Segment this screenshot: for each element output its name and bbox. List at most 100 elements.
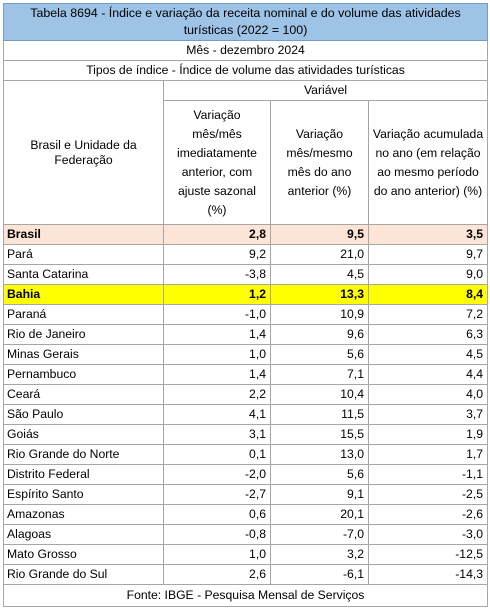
table-row: Bahia 1,2 13,3 8,4 [3, 284, 489, 305]
table-row: Espírito Santo -2,7 9,1 -2,5 [3, 484, 489, 505]
table-row: Pará 9,2 21,0 9,7 [3, 244, 489, 265]
table-row: Rio Grande do Norte 0,1 13,0 1,7 [3, 444, 489, 465]
ytd-cumulative-cell: 7,2 [367, 304, 489, 325]
table-row: Paraná -1,0 10,9 7,2 [3, 304, 489, 325]
table-body: Brasil 2,8 9,5 3,5 Pará 9,2 21,0 9,7 Santa Catar… [3, 224, 489, 585]
yoy-month-cell: 10,4 [270, 384, 369, 405]
ytd-cumulative-cell: 3,7 [367, 404, 489, 425]
table-row: Amazonas 0,6 20,1 -2,6 [3, 504, 489, 525]
table-row: Rio Grande do Sul 2,6 -6,1 -14,3 [3, 564, 489, 585]
ytd-cumulative-cell: -2,6 [367, 504, 489, 525]
state-name-cell: Brasil [3, 224, 164, 245]
ytd-cumulative-cell: 9,7 [367, 244, 489, 265]
yoy-month-cell: 9,6 [270, 324, 369, 345]
column-header-3: Variação acumulada no ano (em relação ao… [367, 100, 489, 225]
table-title: Tabela 8694 - Índice e variação da recei… [2, 3, 489, 41]
mom-seasonal-cell: 1,4 [163, 324, 271, 345]
mom-seasonal-cell: 1,0 [163, 544, 271, 565]
mom-seasonal-cell: -2,0 [163, 464, 271, 485]
mom-seasonal-cell: 2,2 [163, 384, 271, 405]
table-container: Tabela 8694 - Índice e variação da recei… [2, 3, 489, 607]
table-row: Santa Catarina -3,8 4,5 9,0 [3, 264, 489, 285]
ytd-cumulative-cell: -1,1 [367, 464, 489, 485]
mom-seasonal-cell: 0,1 [163, 444, 271, 465]
state-name-cell: Distrito Federal [3, 464, 164, 485]
ytd-cumulative-cell: -2,5 [367, 484, 489, 505]
ytd-cumulative-cell: 4,0 [367, 384, 489, 405]
yoy-month-cell: 3,2 [270, 544, 369, 565]
table-row: Distrito Federal -2,0 5,6 -1,1 [3, 464, 489, 485]
state-name-cell: São Paulo [3, 404, 164, 425]
state-name-cell: Ceará [3, 384, 164, 405]
month-row: Mês - dezembro 2024 [2, 40, 489, 61]
column-header-1: Variação mês/mês imediatamente anterior,… [163, 100, 271, 225]
ytd-cumulative-cell: 1,9 [367, 424, 489, 445]
table-row: Pernambuco 1,4 7,1 4,4 [3, 364, 489, 385]
state-name-cell: Mato Grosso [3, 544, 164, 565]
yoy-month-cell: 7,1 [270, 364, 369, 385]
column-header-2: Variação mês/mesmo mês do ano anterior (… [270, 100, 369, 225]
mom-seasonal-cell: 2,8 [163, 224, 271, 245]
yoy-month-cell: 5,6 [270, 344, 369, 365]
mom-seasonal-cell: 9,2 [163, 244, 271, 265]
yoy-month-cell: 5,6 [270, 464, 369, 485]
state-name-cell: Rio Grande do Sul [3, 564, 164, 585]
ytd-cumulative-cell: 9,0 [367, 264, 489, 285]
title-row: Tabela 8694 - Índice e variação da recei… [2, 3, 489, 41]
data-table: Tabela 8694 - Índice e variação da recei… [2, 3, 489, 607]
state-name-cell: Goiás [3, 424, 164, 445]
yoy-month-cell: 20,1 [270, 504, 369, 525]
yoy-month-cell: 10,9 [270, 304, 369, 325]
state-name-cell: Alagoas [3, 524, 164, 545]
table-row: Rio de Janeiro 1,4 9,6 6,3 [3, 324, 489, 345]
yoy-month-cell: 21,0 [270, 244, 369, 265]
state-name-cell: Pernambuco [3, 364, 164, 385]
state-name-cell: Bahia [3, 284, 164, 305]
table-row: São Paulo 4,1 11,5 3,7 [3, 404, 489, 425]
ytd-cumulative-cell: 4,5 [367, 344, 489, 365]
state-name-cell: Rio de Janeiro [3, 324, 164, 345]
table-row: Alagoas -0,8 -7,0 -3,0 [3, 524, 489, 545]
ytd-cumulative-cell: 3,5 [367, 224, 489, 245]
state-name-cell: Minas Gerais [3, 344, 164, 365]
ytd-cumulative-cell: 1,7 [367, 444, 489, 465]
mom-seasonal-cell: 1,4 [163, 364, 271, 385]
table-row: Ceará 2,2 10,4 4,0 [3, 384, 489, 405]
mom-seasonal-cell: -1,0 [163, 304, 271, 325]
index-type-row: Tipos de índice - Índice de volume das a… [2, 60, 489, 81]
yoy-month-cell: -6,1 [270, 564, 369, 585]
state-name-cell: Rio Grande do Norte [3, 444, 164, 465]
mom-seasonal-cell: -0,8 [163, 524, 271, 545]
ytd-cumulative-cell: -12,5 [367, 544, 489, 565]
table-row: Goiás 3,1 15,5 1,9 [3, 424, 489, 445]
ytd-cumulative-cell: 6,3 [367, 324, 489, 345]
state-name-cell: Amazonas [3, 504, 164, 525]
mom-seasonal-cell: 1,0 [163, 344, 271, 365]
mom-seasonal-cell: 1,2 [163, 284, 271, 305]
yoy-month-cell: 13,3 [270, 284, 369, 305]
ytd-cumulative-cell: 4,4 [367, 364, 489, 385]
table-row: Brasil 2,8 9,5 3,5 [3, 224, 489, 245]
month-label: Mês - dezembro 2024 [2, 40, 489, 61]
yoy-month-cell: 9,1 [270, 484, 369, 505]
yoy-month-cell: -7,0 [270, 524, 369, 545]
ytd-cumulative-cell: -3,0 [367, 524, 489, 545]
variable-label: Variável [162, 80, 489, 101]
column-header-row: Variação mês/mês imediatamente anterior,… [4, 100, 489, 225]
yoy-month-cell: 4,5 [270, 264, 369, 285]
ytd-cumulative-cell: 8,4 [367, 284, 489, 305]
row-header: Brasil e Unidade da Federação [3, 80, 164, 225]
variable-header-row: Brasil e Unidade da Federação Variável [3, 80, 489, 225]
index-type-label: Tipos de índice - Índice de volume das a… [2, 60, 489, 81]
mom-seasonal-cell: 0,6 [163, 504, 271, 525]
yoy-month-cell: 13,0 [270, 444, 369, 465]
ytd-cumulative-cell: -14,3 [367, 564, 489, 585]
state-name-cell: Espírito Santo [3, 484, 164, 505]
mom-seasonal-cell: -3,8 [163, 264, 271, 285]
footer-row: Fonte: IBGE - Pesquisa Mensal de Serviço… [2, 584, 489, 607]
mom-seasonal-cell: 3,1 [163, 424, 271, 445]
mom-seasonal-cell: -2,7 [163, 484, 271, 505]
state-name-cell: Santa Catarina [3, 264, 164, 285]
source-footer: Fonte: IBGE - Pesquisa Mensal de Serviço… [2, 584, 489, 607]
yoy-month-cell: 9,5 [270, 224, 369, 245]
